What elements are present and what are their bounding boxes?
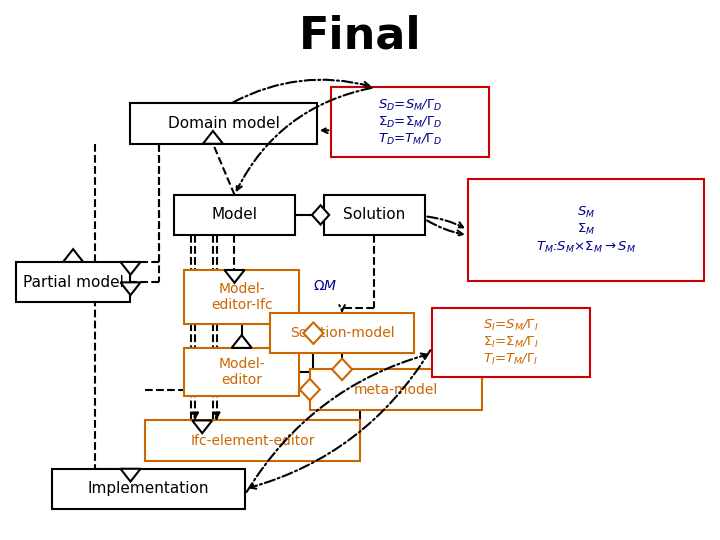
Text: Domain model: Domain model (168, 116, 279, 131)
Polygon shape (63, 249, 83, 262)
Bar (174, 195, 295, 235)
Polygon shape (120, 282, 140, 295)
Text: Implementation: Implementation (88, 482, 210, 496)
Polygon shape (192, 421, 212, 433)
Bar (432, 308, 590, 377)
Text: $S_M$
$\Sigma_M$
$T_M$:$S_M$$\times$$\Sigma_M$$\rightarrow$$S_M$: $S_M$ $\Sigma_M$ $T_M$:$S_M$$\times$$\Si… (536, 205, 636, 254)
Bar (52, 469, 246, 509)
Polygon shape (303, 322, 323, 344)
Polygon shape (332, 359, 352, 380)
Text: Model-
editor-Ifc: Model- editor-Ifc (211, 282, 272, 312)
Polygon shape (300, 379, 320, 400)
Text: $S_I$=$S_M$/$\Gamma_I$
$\Sigma_I$=$\Sigma_M$/$\Gamma_I$
$T_I$=$T_M$/$\Gamma_I$: $S_I$=$S_M$/$\Gamma_I$ $\Sigma_I$=$\Sigm… (482, 318, 539, 367)
Polygon shape (232, 335, 252, 348)
Bar (130, 104, 317, 144)
Polygon shape (312, 205, 329, 225)
Polygon shape (225, 270, 245, 283)
Bar (310, 369, 482, 410)
Bar (16, 262, 130, 302)
Text: Model: Model (212, 207, 258, 222)
Text: Model-
editor: Model- editor (218, 357, 265, 387)
Text: Final: Final (299, 15, 421, 58)
Polygon shape (203, 131, 223, 144)
Text: Solution: Solution (343, 207, 405, 222)
Text: Ifc-element-editor: Ifc-element-editor (190, 434, 315, 448)
Bar (270, 313, 414, 353)
Bar (467, 179, 704, 281)
Text: Solution-model: Solution-model (289, 326, 395, 340)
Text: meta-model: meta-model (354, 382, 438, 396)
Text: Partial model: Partial model (22, 274, 124, 289)
Polygon shape (120, 262, 140, 275)
Bar (324, 195, 425, 235)
Bar (331, 87, 489, 157)
Text: $\Omega M$: $\Omega M$ (313, 279, 338, 293)
Polygon shape (120, 469, 140, 482)
Bar (184, 270, 299, 323)
Text: $S_D$=$S_M$/$\Gamma_D$
$\Sigma_D$=$\Sigma_M$/$\Gamma_D$
$T_D$=$T_M$/$\Gamma_D$: $S_D$=$S_M$/$\Gamma_D$ $\Sigma_D$=$\Sigm… (378, 97, 443, 147)
Bar (184, 348, 299, 396)
Bar (145, 421, 360, 461)
